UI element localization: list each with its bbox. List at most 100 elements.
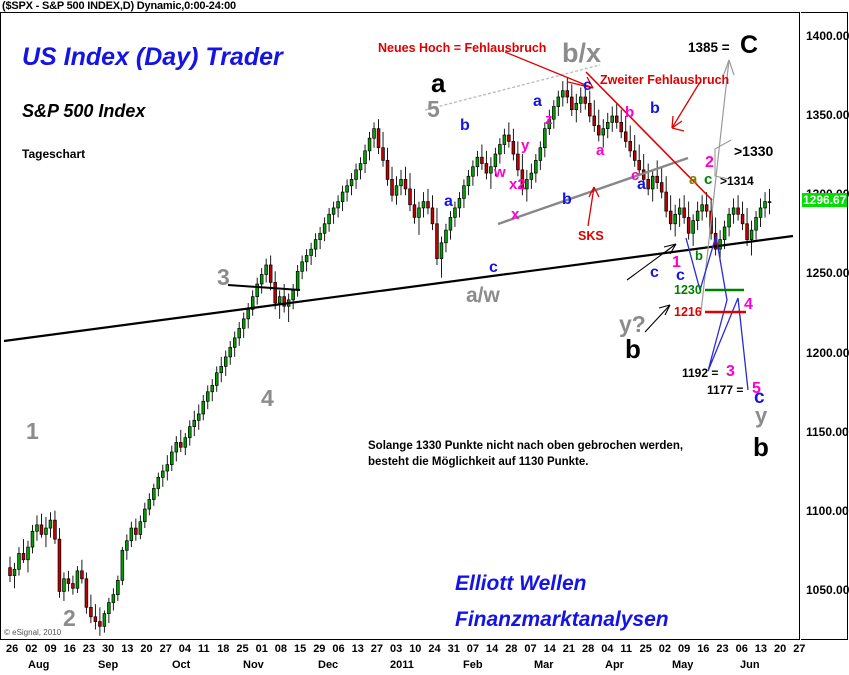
date-axis: 26 02 09 16 23 30 13 20 27 04 11 18 25 01 08 15 29 06 13 27… [0, 643, 805, 675]
month-label-sep: Sep [98, 659, 119, 671]
symbol-header: ($SPX - S&P 500 INDEX,D) Dynamic,0:00-24… [2, 0, 236, 12]
date-tick: 23 [82, 643, 96, 655]
label-b-black-2: b [753, 432, 769, 462]
label-z: z [545, 111, 553, 128]
label-b-magenta: b [625, 104, 635, 121]
copyright-notice: © eSignal, 2010 [4, 628, 62, 637]
date-tick: 23 [716, 643, 729, 655]
label-c-green: c [704, 171, 713, 188]
month-label-mar: Mar [534, 659, 554, 671]
date-tick: 30 [102, 643, 115, 655]
label-wave-5: 5 [427, 96, 440, 122]
label-1230: 1230 [674, 283, 702, 297]
date-tick: 10 [409, 643, 422, 655]
price-axis-frame [801, 12, 848, 640]
subtitle-timeframe: Tageschart [22, 147, 86, 161]
label-wave3-magenta: 3 [726, 363, 735, 380]
date-tick: 28 [582, 643, 595, 655]
label-w: w [494, 164, 506, 181]
forecast-note-line2: besteht die Möglichkeit auf 1130 Punkte. [368, 456, 589, 468]
label-c-blue-4: c [650, 264, 659, 281]
date-tick: 28 [505, 643, 518, 655]
date-tick: 13 [351, 643, 364, 655]
date-tick: 09 [678, 643, 691, 655]
last-price-badge: 1296.67 [802, 192, 848, 207]
label-y-question: y? [619, 311, 646, 337]
date-tick: 20 [774, 643, 787, 655]
date-tick: 04 [601, 643, 614, 655]
annot-sks: SKS [578, 229, 604, 243]
label-a-blue-1: a [444, 193, 453, 210]
date-tick: 31 [447, 643, 460, 655]
subtitle-index: S&P 500 Index [22, 101, 146, 121]
date-tick: 24 [428, 643, 441, 655]
chart-plot-frame [0, 12, 800, 640]
label-wave-4: 4 [261, 385, 274, 411]
label-a-magenta: a [596, 142, 605, 159]
date-tick: 13 [121, 643, 134, 655]
month-label-2011: 2011 [390, 659, 414, 671]
label-b-green: b [695, 248, 703, 263]
label-b-blue-3: b [650, 100, 660, 117]
label-b-black: b [625, 334, 641, 364]
label-1385: 1385 = [688, 40, 730, 55]
date-tick: 16 [63, 643, 76, 655]
date-tick: 06 [332, 643, 345, 655]
month-label-may: May [672, 659, 694, 671]
label-c-blue-6: c [754, 387, 765, 408]
label-b-blue-1: b [460, 117, 470, 134]
price-tick-1400-00: 1400.00 [806, 28, 849, 43]
label-C-big: C [740, 31, 759, 59]
label-1216: 1216 [674, 305, 702, 319]
page-title: US Index (Day) Trader [22, 43, 283, 71]
date-tick: 26 [6, 643, 19, 655]
date-tick: 04 [178, 643, 192, 655]
price-tick-1150-00: 1150.00 [806, 424, 849, 439]
date-tick: 21 [562, 643, 576, 655]
date-tick: 27 [793, 643, 806, 655]
price-tick-1200-00: 1200.00 [806, 345, 849, 360]
label-b-blue-2: b [562, 191, 572, 208]
annot-neues-hoch: Neues Hoch = Fehlausbruch [378, 41, 547, 55]
label-wave-2: 2 [63, 605, 76, 631]
date-tick: 06 [735, 643, 748, 655]
label-b-x: b/x [562, 38, 602, 68]
label-x2: x2 [509, 176, 526, 193]
date-tick: 20 [140, 643, 153, 655]
label-a-blue-2: a [533, 93, 542, 110]
label-1192: 1192 = [682, 366, 719, 380]
date-tick: 01 [255, 643, 268, 655]
label-wave-1: 1 [26, 418, 39, 444]
month-label-aug: Aug [28, 659, 50, 671]
label-a-w: a/w [466, 284, 500, 307]
date-tick: 14 [486, 643, 499, 655]
date-tick: 18 [217, 643, 230, 655]
label-wave5-magenta: 5 [752, 380, 761, 397]
month-label-jun: Jun [740, 659, 760, 671]
label-c-magenta: c [631, 167, 640, 184]
label-wave-3: 3 [217, 264, 230, 290]
date-tick: 07 [524, 643, 537, 655]
label-1177: 1177 = [707, 383, 744, 397]
label-c-blue-2: c [583, 77, 592, 94]
date-tick: 13 [754, 643, 768, 655]
signature-line1: Elliott Wellen [455, 572, 587, 595]
date-tick: 09 [44, 643, 57, 655]
label-c-blue-1: c [489, 259, 498, 276]
month-label-nov: Nov [243, 659, 264, 671]
price-tick-1050-00: 1050.00 [806, 583, 849, 598]
annot-zweiter-fehlausbruch: Zweiter Fehlausbruch [600, 73, 730, 87]
label-c-blue-5: c [676, 267, 685, 284]
date-tick: 08 [274, 643, 288, 655]
forecast-note: Solange 1330 Punkte nicht nach oben gebr… [368, 438, 683, 470]
month-label-feb: Feb [463, 659, 483, 671]
label-gt-1314: >1314 [720, 174, 754, 188]
date-tick: 02 [658, 643, 672, 655]
label-gt-1330: >1330 [734, 143, 774, 159]
date-tick: 15 [294, 643, 307, 655]
label-x: x [511, 206, 520, 223]
label-a-black: a [431, 68, 446, 98]
date-tick: 11 [620, 643, 633, 655]
label-wave4-magenta: 4 [744, 296, 753, 313]
